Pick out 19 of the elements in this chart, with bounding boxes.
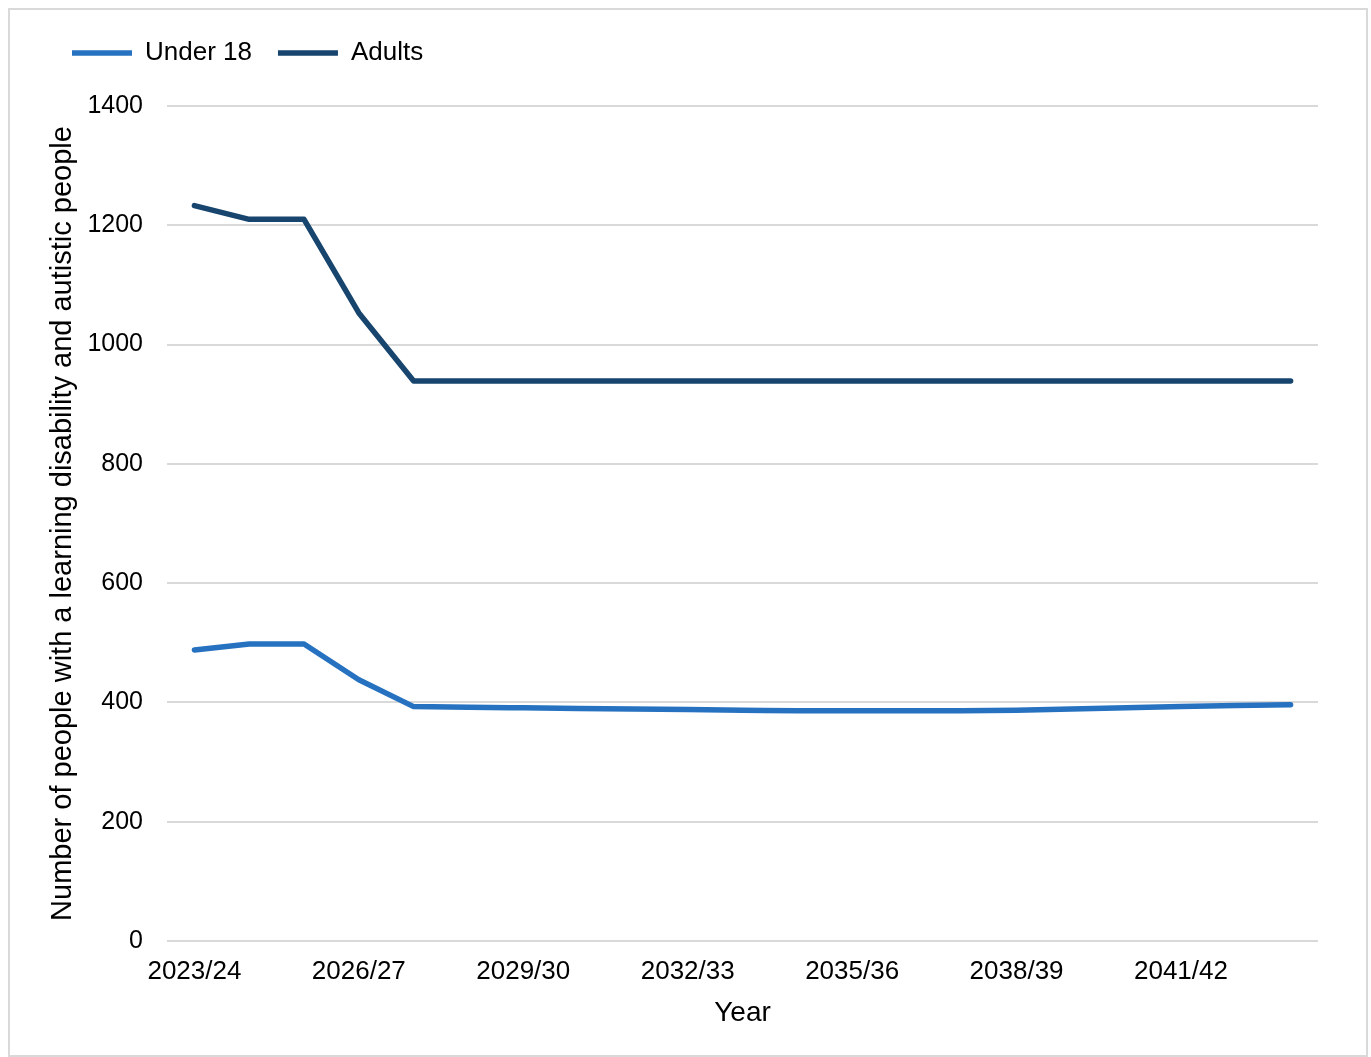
y-tick-label: 0 [129,924,143,953]
y-tick-label: 200 [101,805,143,834]
x-tick-label: 2029/30 [476,954,571,985]
x-tick-label: 2038/39 [969,954,1064,985]
y-tick-label: 1400 [87,89,143,118]
y-axis-title: Number of people with a learning disability and autistic people [45,126,78,921]
x-tick-label: 2032/33 [640,954,735,985]
y-tick-label: 800 [101,447,143,476]
y-tick-label: 400 [101,686,143,715]
y-tick-label: 600 [101,567,143,596]
legend-label: Adults [350,36,424,67]
x-tick-label: 2026/27 [311,954,406,985]
x-tick-label: 2041/42 [1133,954,1228,985]
x-axis-title: Year [714,995,771,1027]
y-tick-label: 1000 [87,328,143,357]
legend-label: Under 18 [145,36,252,67]
x-tick-label: 2035/36 [805,954,900,985]
y-tick-label: 1200 [87,209,143,238]
x-tick-label: 2023/24 [147,954,242,985]
